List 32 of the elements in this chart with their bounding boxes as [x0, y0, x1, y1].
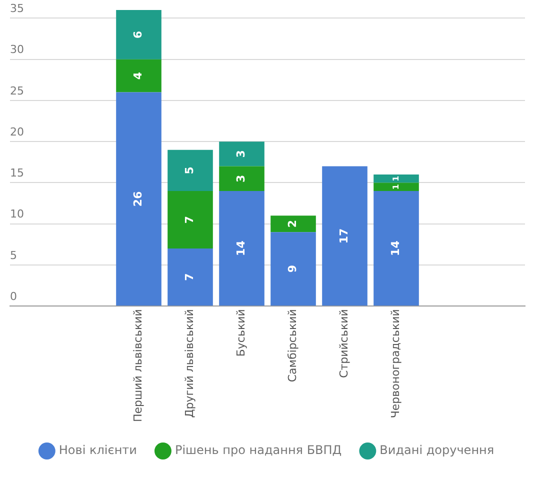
data-label: 5 [183, 166, 196, 174]
data-label: 1 [391, 184, 400, 190]
data-label: 3 [234, 150, 248, 158]
y-tick-label: 30 [10, 43, 24, 56]
x-tick-label: Другий львівський [183, 309, 196, 418]
x-tick-label: Самбірський [286, 309, 300, 382]
y-tick-label: 5 [10, 248, 17, 262]
x-tick-label: Стрийський [338, 309, 351, 378]
x-tick-label: Червоноградський [389, 309, 402, 418]
data-label: 7 [183, 273, 196, 281]
y-tick-label: 15 [10, 166, 24, 180]
data-label: 26 [132, 190, 145, 207]
data-label: 6 [132, 30, 145, 39]
legend-label: Нові клієнти [58, 443, 137, 458]
data-label: 9 [286, 265, 300, 273]
x-tick-label: Перший львівський [132, 309, 145, 422]
data-label: 7 [183, 216, 196, 224]
y-tick-label: 10 [10, 208, 24, 221]
y-tick-label: 20 [10, 125, 24, 138]
data-label: 2 [286, 220, 300, 228]
data-label: 14 [234, 240, 248, 256]
data-label: 4 [132, 72, 145, 80]
legend-label: Видані доручення [380, 443, 494, 458]
y-tick-label: 0 [10, 290, 17, 303]
legend-label: Рішень про надання БВПД [174, 443, 342, 458]
data-label: 17 [338, 228, 351, 244]
data-label: 1 [391, 175, 400, 182]
x-tick-label: Буський [234, 309, 248, 357]
data-label: 14 [389, 240, 402, 256]
data-label: 3 [234, 174, 248, 182]
y-tick-label: 35 [10, 2, 24, 16]
y-tick-label: 25 [10, 84, 24, 98]
